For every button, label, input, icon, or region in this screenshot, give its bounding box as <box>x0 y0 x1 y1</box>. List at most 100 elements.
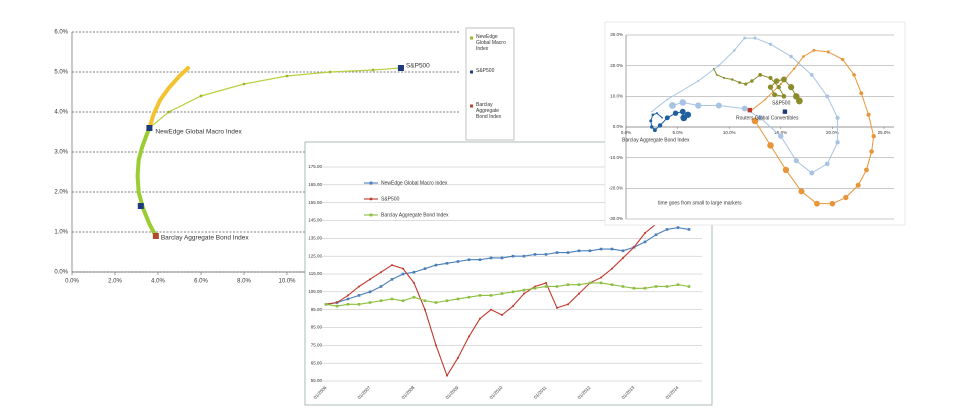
marker <box>610 283 614 286</box>
marker <box>555 251 559 254</box>
marker <box>522 254 526 258</box>
x-tick-label: 15.0% <box>774 130 787 135</box>
series-line <box>325 227 690 305</box>
marker <box>611 267 613 270</box>
marker <box>489 294 493 297</box>
marker <box>346 297 350 301</box>
legend-entry: Barclay Aggregate Bond Index <box>476 102 502 120</box>
marker <box>402 267 404 270</box>
marker <box>798 188 805 195</box>
marker <box>788 84 795 91</box>
marker <box>512 305 514 308</box>
legend-entry: NewEdge Global Macro Index <box>476 34 506 52</box>
marker <box>328 70 332 74</box>
marker <box>866 112 871 117</box>
marker <box>768 42 773 46</box>
marker <box>599 247 603 251</box>
marker <box>152 233 159 239</box>
marker <box>722 76 726 80</box>
legend-label: Barclay Aggregate Bond Index <box>381 212 449 218</box>
marker <box>390 278 394 281</box>
legend-marker <box>470 36 473 40</box>
y-tick-label: 2.0% <box>54 190 68 196</box>
marker <box>435 344 437 347</box>
marker <box>679 99 687 106</box>
marker <box>478 294 482 297</box>
marker <box>632 286 636 290</box>
marker <box>665 285 669 288</box>
marker <box>379 285 383 288</box>
curve <box>147 66 191 130</box>
marker <box>781 94 787 99</box>
marker <box>835 140 840 145</box>
marker <box>695 102 702 109</box>
marker <box>412 295 416 299</box>
marker <box>434 263 438 267</box>
marker <box>644 231 646 234</box>
y-tick-label: 95.00 <box>311 307 323 312</box>
annotation: time goes from small to large markers <box>658 200 742 206</box>
marker <box>661 117 663 119</box>
marker <box>643 240 647 244</box>
marker <box>412 270 416 274</box>
marker <box>869 149 874 154</box>
marker <box>556 306 558 309</box>
marker <box>146 125 153 131</box>
marker <box>357 294 361 297</box>
marker <box>610 247 614 251</box>
marker <box>566 283 570 286</box>
x-tick-label: 0.0% <box>65 279 79 285</box>
marker <box>544 253 548 256</box>
marker <box>687 228 691 231</box>
marker <box>500 256 504 260</box>
legend-entry-text: NewEdge Global Macro Index <box>476 34 506 52</box>
marker <box>468 335 470 338</box>
x-tick-label: 8.0% <box>237 279 251 285</box>
point-label: Routers Global Convertibles <box>736 115 799 121</box>
marker <box>137 203 144 209</box>
trajectory <box>749 49 875 205</box>
marker <box>715 102 722 109</box>
legend-marker <box>470 104 473 108</box>
marker <box>679 108 686 115</box>
marker <box>577 283 581 286</box>
marker <box>445 299 449 303</box>
y-tick-label: -20.0% <box>609 186 623 191</box>
marker <box>758 72 763 77</box>
marker <box>368 290 372 294</box>
marker <box>346 303 350 306</box>
legend-entry-text: Barclay Aggregate Bond Index <box>476 102 502 120</box>
marker <box>285 74 289 78</box>
marker <box>478 258 482 262</box>
marker <box>533 253 537 256</box>
marker <box>782 109 788 114</box>
marker <box>490 308 492 311</box>
point-label: Barclay Aggregate Bond Index <box>622 137 690 143</box>
marker <box>757 114 763 121</box>
point-label: Barclay Aggregate Bond Index <box>161 235 250 242</box>
marker <box>335 304 339 308</box>
series-line <box>325 207 690 377</box>
marker <box>380 271 382 274</box>
marker <box>731 78 734 81</box>
marker <box>358 285 360 288</box>
marker <box>423 267 427 270</box>
marker <box>391 264 393 267</box>
marker <box>467 295 471 299</box>
marker <box>654 285 658 288</box>
marker <box>835 115 840 120</box>
series-line <box>325 282 690 307</box>
x-tick-label: 20.0% <box>826 130 839 135</box>
marker <box>864 167 869 173</box>
marker <box>697 79 700 83</box>
curve <box>148 67 402 129</box>
marker <box>717 64 721 67</box>
marker <box>371 68 375 72</box>
marker <box>167 110 171 114</box>
marker <box>599 281 603 285</box>
marker <box>650 125 654 129</box>
marker <box>336 301 338 304</box>
y-tick-label: 1.0% <box>54 230 68 236</box>
marker <box>423 299 427 303</box>
marker <box>829 200 836 207</box>
